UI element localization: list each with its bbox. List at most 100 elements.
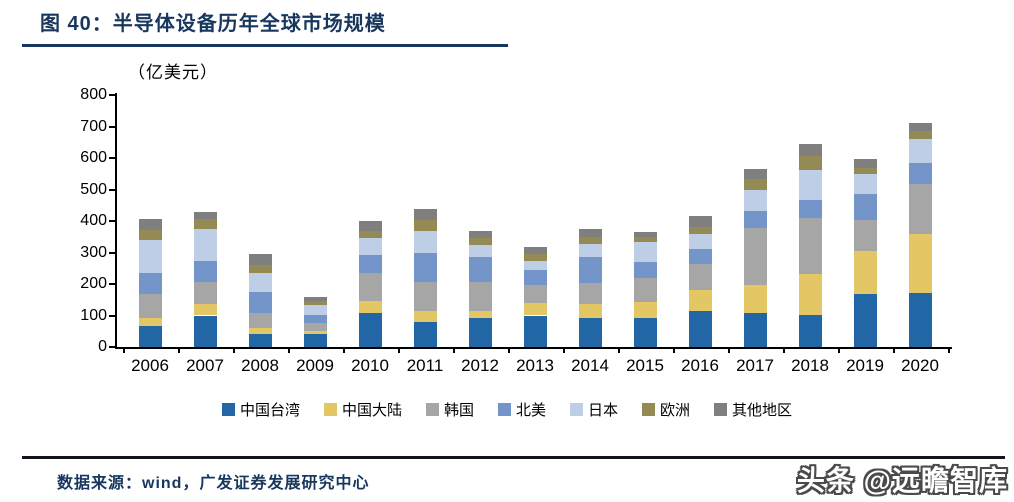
legend-label-中国大陆: 中国大陆 — [341, 402, 402, 419]
y-axis-tick — [109, 314, 115, 317]
y-axis-tick-label: 300 — [80, 243, 107, 261]
bar-segment-其他地区-2016 — [689, 216, 712, 228]
x-axis-tick — [783, 347, 785, 353]
bar-segment-欧洲-2007 — [194, 219, 217, 229]
legend-item-中国大陆: 中国大陆 — [323, 399, 402, 420]
bar-segment-中国台湾-2014 — [579, 318, 602, 347]
x-axis-tick-label: 2014 — [571, 356, 609, 375]
bar-segment-欧洲-2006 — [139, 230, 162, 240]
legend-label-中国台湾: 中国台湾 — [239, 402, 300, 419]
legend-label-欧洲: 欧洲 — [660, 402, 691, 419]
y-axis-tick-label: 100 — [80, 306, 107, 324]
bar-segment-韩国-2013 — [524, 284, 547, 304]
bar-segment-日本-2011 — [414, 230, 437, 254]
bar-segment-中国台湾-2010 — [359, 312, 382, 347]
legend-swatch-欧洲 — [642, 403, 656, 416]
x-axis-line — [115, 347, 952, 349]
bar-segment-其他地区-2010 — [359, 221, 382, 232]
bar-segment-中国大陆-2015 — [634, 301, 657, 319]
bar-segment-中国大陆-2006 — [139, 317, 162, 327]
bar-segment-韩国-2016 — [689, 263, 712, 290]
bar-segment-其他地区-2011 — [414, 209, 437, 221]
legend-swatch-日本 — [570, 403, 583, 416]
bar-segment-中国台湾-2012 — [469, 318, 492, 347]
bar-segment-日本-2012 — [469, 245, 492, 258]
x-axis-tick — [673, 347, 675, 353]
figure-title: 图 40：半导体设备历年全球市场规模 — [40, 13, 386, 35]
bar-segment-日本-2014 — [579, 244, 602, 257]
bar-segment-其他地区-2009 — [304, 296, 327, 302]
bar-segment-日本-2017 — [744, 190, 767, 211]
bar-segment-中国台湾-2016 — [689, 311, 712, 347]
bar-segment-北美-2015 — [634, 261, 657, 278]
bar-segment-其他地区-2017 — [744, 168, 767, 180]
x-axis-tick — [508, 347, 510, 353]
bar-segment-中国台湾-2007 — [194, 315, 217, 347]
bar-segment-日本-2018 — [799, 169, 822, 200]
bar-segment-中国大陆-2013 — [524, 303, 547, 316]
legend-swatch-其他地区 — [714, 403, 728, 416]
footer-divider — [22, 456, 1005, 459]
bar-segment-北美-2011 — [414, 253, 437, 282]
y-axis-tick-label: 200 — [80, 275, 107, 292]
bar-segment-中国大陆-2011 — [414, 311, 437, 322]
bar-segment-北美-2006 — [139, 272, 162, 295]
bar-segment-日本-2019 — [854, 173, 877, 194]
legend-item-其他地区: 其他地区 — [714, 399, 792, 420]
y-axis-line — [115, 93, 117, 349]
legend-item-北美: 北美 — [497, 399, 546, 420]
title-underline — [22, 44, 508, 47]
bar-segment-欧洲-2018 — [799, 156, 822, 170]
bar-segment-中国台湾-2011 — [414, 321, 437, 347]
x-axis-tick — [893, 347, 895, 353]
bar-segment-日本-2015 — [634, 241, 657, 262]
x-axis-tick — [123, 347, 125, 353]
bar-segment-北美-2013 — [524, 269, 547, 285]
bar-segment-北美-2010 — [359, 255, 382, 274]
y-axis-tick — [109, 346, 115, 348]
x-axis-tick — [398, 347, 400, 353]
y-axis-tick-label: 400 — [80, 212, 107, 229]
source-note: 数据来源：wind，广发证券发展研究中心 — [57, 475, 370, 492]
x-axis-tick — [288, 347, 290, 353]
bar-segment-日本-2009 — [304, 305, 327, 315]
y-axis-unit-label: （亿美元） — [128, 63, 218, 82]
bar-segment-其他地区-2018 — [799, 143, 822, 157]
x-axis-tick-label: 2019 — [846, 356, 884, 375]
y-axis-tick-label: 500 — [80, 180, 107, 198]
x-axis-tick-label: 2009 — [296, 356, 334, 375]
bar-segment-欧洲-2014 — [579, 236, 602, 245]
y-axis-tick — [109, 125, 115, 128]
bar-segment-欧洲-2019 — [854, 168, 877, 174]
legend-label-北美: 北美 — [515, 402, 546, 419]
bar-segment-欧洲-2016 — [689, 227, 712, 234]
bar-segment-其他地区-2007 — [194, 211, 217, 220]
bar-segment-中国台湾-2019 — [854, 294, 877, 347]
bar-segment-中国大陆-2007 — [194, 304, 217, 316]
bar-segment-韩国-2009 — [304, 323, 327, 332]
bar-segment-中国大陆-2019 — [854, 250, 877, 295]
bar-segment-韩国-2017 — [744, 228, 767, 285]
bar-segment-北美-2017 — [744, 210, 767, 229]
legend-swatch-中国台湾 — [221, 403, 235, 416]
legend-item-中国台湾: 中国台湾 — [221, 399, 300, 420]
bar-segment-其他地区-2006 — [139, 219, 162, 231]
bar-segment-中国大陆-2014 — [579, 304, 602, 319]
bar-segment-中国大陆-2009 — [304, 331, 327, 334]
legend-item-韩国: 韩国 — [425, 399, 474, 420]
bar-segment-中国台湾-2009 — [304, 333, 327, 347]
bar-segment-欧洲-2011 — [414, 220, 437, 231]
bar-segment-韩国-2011 — [414, 281, 437, 312]
bar-segment-韩国-2006 — [139, 294, 162, 318]
bar-segment-中国台湾-2013 — [524, 315, 547, 347]
bar-segment-欧洲-2017 — [744, 179, 767, 191]
bar-segment-日本-2008 — [249, 272, 272, 293]
x-axis-tick-label: 2013 — [516, 356, 554, 375]
x-axis-tick — [178, 347, 180, 353]
x-axis-tick — [948, 347, 950, 353]
bar-segment-中国大陆-2017 — [744, 284, 767, 313]
bar-segment-中国台湾-2006 — [139, 326, 162, 347]
x-axis-tick — [563, 347, 565, 353]
bar-segment-其他地区-2008 — [249, 254, 272, 266]
